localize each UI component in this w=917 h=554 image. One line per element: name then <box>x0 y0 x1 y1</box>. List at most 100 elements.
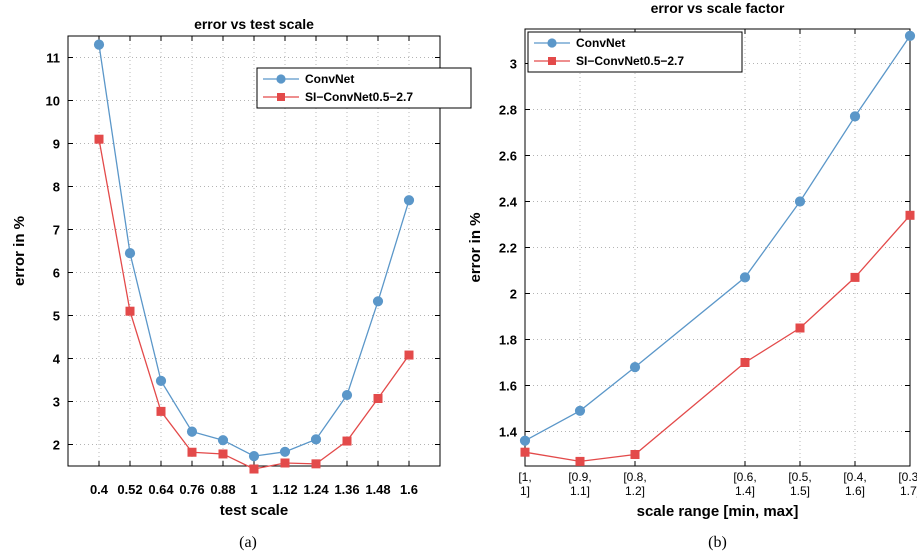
x-axis-label: scale range [min, max] <box>637 503 799 520</box>
data-point <box>310 434 322 445</box>
data-point <box>519 435 531 446</box>
legend-marker <box>547 38 557 48</box>
legend-marker <box>548 57 556 65</box>
legend-label: ConvNet <box>576 36 625 50</box>
data-point <box>629 362 641 373</box>
y-tick-label: 10 <box>46 94 60 109</box>
chart-a: 2 3 4 5 6 7 8 9 10 11 0.4 0.52 0.64 0.76 0.88 1 1.12 1.24… <box>11 16 472 551</box>
legend-label: SI−ConvNet0.5−2.7 <box>305 90 413 104</box>
data-point <box>186 426 198 437</box>
x-tick-label-line: 1.4] <box>735 484 755 498</box>
x-tick-label: [1, 1] <box>518 470 531 498</box>
data-point <box>217 435 229 446</box>
data-point <box>124 248 136 259</box>
subfigure-caption: (b) <box>708 534 727 551</box>
x-tick-label: [0.9, 1.1] <box>568 470 591 498</box>
data-point <box>311 459 321 469</box>
x-tick-label-line: [0.4, <box>843 470 866 484</box>
y-tick-label: 2.4 <box>499 195 518 210</box>
x-tick-label: [0.5, 1.5] <box>788 470 811 498</box>
chart-title: error vs test scale <box>194 16 314 32</box>
y-tick-label: 2.8 <box>499 103 517 118</box>
x-tick-label: [0.3,1.7] <box>898 470 917 498</box>
y-tick-label: 7 <box>53 223 60 238</box>
y-axis-label: error in % <box>467 212 484 282</box>
y-tick-label: 1.4 <box>499 425 518 440</box>
x-tick-label: [0.4, 1.6] <box>843 470 866 498</box>
x-tick-label-line: [0.8, <box>623 470 646 484</box>
x-tick-label-line: 1.7] <box>900 484 917 498</box>
data-point <box>739 272 751 283</box>
y-tick-label: 3 <box>53 395 60 410</box>
data-point <box>125 306 135 316</box>
y-tick-label: 3 <box>510 57 517 72</box>
data-point <box>94 134 104 144</box>
data-point <box>794 196 806 207</box>
x-tick-label: 0.88 <box>210 482 235 497</box>
data-point <box>849 111 861 122</box>
x-tick-label-line: 1.5] <box>790 484 810 498</box>
data-point <box>280 458 290 468</box>
x-tick-label-line: [0.9, <box>568 470 591 484</box>
y-tick-label: 2 <box>53 438 60 453</box>
legend-label: SI−ConvNet0.5−2.7 <box>576 54 684 68</box>
data-point <box>155 375 167 386</box>
data-point <box>248 451 260 462</box>
data-point <box>93 39 105 50</box>
x-tick-label: 1.36 <box>334 482 359 497</box>
data-point <box>187 447 197 457</box>
data-point <box>218 449 228 459</box>
y-tick-label: 11 <box>46 51 60 66</box>
y-tick-label: 1.6 <box>499 379 517 394</box>
data-point <box>795 323 805 333</box>
y-tick-label: 2.2 <box>499 241 517 256</box>
legend: ConvNet SI−ConvNet0.5−2.7 <box>527 31 743 73</box>
subfigure-caption: (a) <box>239 534 257 551</box>
x-tick-label-line: [1, <box>518 470 531 484</box>
data-point <box>630 450 640 459</box>
data-point <box>574 405 586 416</box>
x-tick-label: 1.24 <box>303 482 329 497</box>
data-point <box>904 30 916 42</box>
x-tick-label: 0.76 <box>179 482 204 497</box>
data-point <box>341 389 353 401</box>
legend-marker <box>277 93 285 101</box>
y-tick-label: 8 <box>53 180 60 195</box>
x-tick-label-line: [0.6, <box>733 470 756 484</box>
data-point <box>740 358 750 367</box>
x-tick-label-line: [0.5, <box>788 470 811 484</box>
x-tick-label: [0.6, 1.4] <box>733 470 756 498</box>
y-tick-label: 2.6 <box>499 149 517 164</box>
x-tick-label: 0.52 <box>117 482 142 497</box>
x-tick-label-line: [0.3, <box>898 470 917 484</box>
legend: ConvNet SI−ConvNet0.5−2.7 <box>256 67 472 109</box>
x-tick-label: [0.8, 1.2] <box>623 470 646 498</box>
x-tick-label-line: 1.6] <box>845 484 865 498</box>
y-axis-label: error in % <box>11 216 28 286</box>
data-point <box>342 436 352 446</box>
y-tick-label: 6 <box>53 266 60 281</box>
data-point <box>249 464 259 474</box>
legend-box <box>256 67 472 109</box>
y-tick-label: 9 <box>53 137 60 152</box>
legend-label: ConvNet <box>305 72 354 86</box>
x-tick-label-line: 1] <box>520 484 530 498</box>
data-point <box>850 272 860 282</box>
y-tick-label: 1.8 <box>499 333 517 348</box>
series-line-si-convnet <box>524 214 911 463</box>
x-tick-label: 1 <box>250 482 257 497</box>
x-tick-label: 1.6 <box>400 482 418 497</box>
chart-title: error vs scale factor <box>651 0 785 16</box>
y-tick-label: 4 <box>53 352 61 367</box>
data-point <box>279 446 291 457</box>
x-tick-label: 1.12 <box>272 482 297 497</box>
data-point <box>575 456 585 466</box>
legend-marker <box>276 74 286 84</box>
data-point <box>520 447 530 457</box>
y-tick-label: 5 <box>53 309 60 324</box>
legend-box <box>527 31 743 73</box>
x-tick-label-line: 1.2] <box>625 484 645 498</box>
x-axis-label: test scale <box>220 502 288 519</box>
y-tick-label: 2 <box>510 287 517 302</box>
